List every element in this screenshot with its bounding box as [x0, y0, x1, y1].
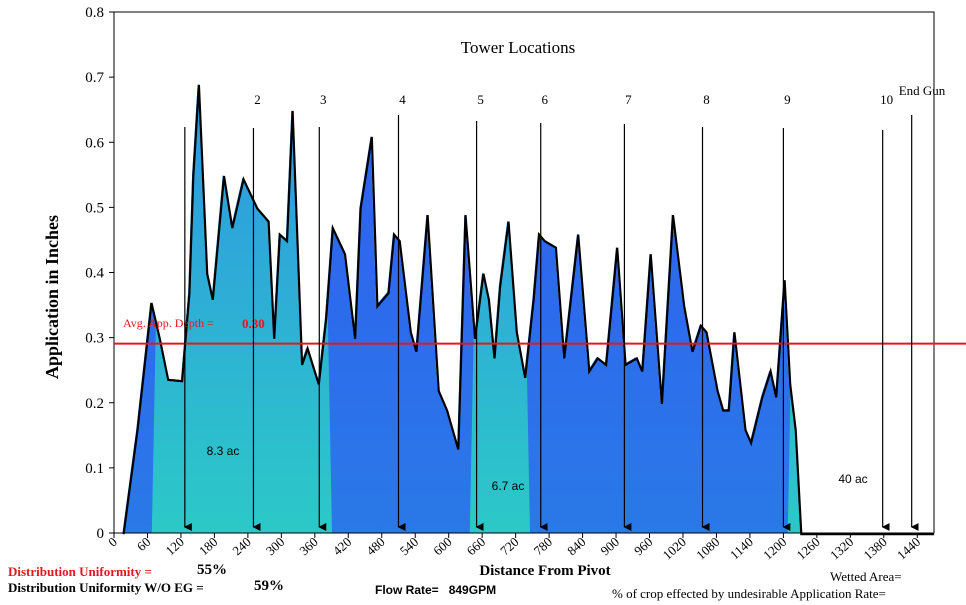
x-tick-label: 0: [105, 534, 120, 549]
avg-depth-label: Avg. App. Depth =: [123, 316, 214, 330]
x-tick-label: 1260: [794, 534, 823, 563]
x-tick-label: 300: [263, 534, 288, 558]
x-tick-label: 360: [296, 534, 321, 558]
y-axis-title: Application in Inches: [42, 215, 62, 379]
x-tick-label: 900: [598, 534, 623, 558]
x-tick-label: 1380: [860, 534, 889, 563]
chart-title: Tower Locations: [461, 38, 575, 57]
tower-label: 5: [477, 92, 484, 107]
du-eg-value-text: 59%: [254, 578, 284, 594]
x-tick-label: 420: [330, 534, 355, 558]
x-tick-label: 720: [497, 534, 522, 558]
tower-label: 8: [703, 92, 710, 107]
zone-label: 6.7 ac: [492, 479, 525, 493]
wetted-area-text: Wetted Area=: [830, 569, 902, 584]
tower-label: 9: [784, 92, 791, 107]
x-tick-label: 840: [564, 534, 589, 558]
x-tick-label: 60: [134, 534, 154, 554]
plot-area: [122, 83, 935, 536]
y-tick-label: 0.6: [85, 135, 104, 151]
du-eg-label: Distribution Uniformity W/O EG =: [8, 580, 204, 596]
x-tick-label: 1020: [660, 534, 689, 563]
du-label: Distribution Uniformity =: [8, 564, 152, 580]
x-tick-label: 540: [397, 534, 422, 558]
y-tick-label: 0.3: [85, 331, 104, 347]
x-tick-label: 180: [196, 534, 221, 558]
x-tick-label: 240: [229, 534, 254, 558]
x-tick-label: 1440: [894, 534, 923, 563]
y-tick-label: 0.1: [85, 461, 104, 477]
zone-label: 40 ac: [838, 472, 867, 486]
tower-label: End Gun: [899, 83, 946, 98]
x-tick-label: 480: [363, 534, 388, 558]
application-outline: [122, 84, 935, 536]
y-tick-label: 0.8: [85, 5, 104, 21]
x-tick-label: 660: [464, 534, 489, 558]
crop-effected-text: % of crop effected by undesirable Applic…: [612, 586, 886, 601]
du-label-text: Distribution Uniformity =: [8, 564, 152, 579]
x-tick-label: 780: [531, 534, 556, 558]
flow-rate-label: Flow Rate=: [375, 583, 439, 597]
tower-label: 4: [399, 92, 406, 107]
x-tick-label: 1080: [693, 534, 722, 563]
x-tick-label: 960: [631, 534, 656, 558]
x-tick-label: 1140: [727, 534, 756, 562]
zone-label: 8.3 ac: [207, 444, 240, 458]
y-tick-label: 0.7: [85, 70, 104, 86]
du-eg-value: 59%: [254, 578, 284, 595]
du-value-text: 55%: [197, 562, 227, 578]
tower-label: 2: [254, 92, 261, 107]
zone-fill-1: [469, 83, 530, 533]
zone-fill-0: [151, 83, 332, 533]
y-tick-label: 0: [97, 526, 105, 542]
du-value: 55%: [197, 562, 227, 579]
x-tick-label: 600: [430, 534, 455, 558]
x-axis-title: Distance From Pivot: [479, 563, 610, 579]
y-tick-label: 0.2: [85, 396, 104, 412]
wetted-area: Wetted Area=: [830, 569, 902, 585]
tower-label: 6: [541, 92, 548, 107]
tower-label: 7: [625, 92, 632, 107]
x-tick-label: 120: [162, 534, 187, 558]
flow-rate: Flow Rate= 849GPM: [375, 583, 496, 597]
flow-rate-value: 849: [448, 583, 469, 597]
y-tick-label: 0.4: [85, 266, 104, 282]
flow-rate-unit: GPM: [468, 583, 497, 597]
crop-effected: % of crop effected by undesirable Applic…: [612, 586, 886, 602]
x-tick-label: 1320: [827, 534, 856, 563]
tower-label: 3: [320, 92, 327, 107]
tower-label: 10: [880, 92, 893, 107]
y-tick-label: 0.5: [85, 200, 104, 216]
du-eg-label-text: Distribution Uniformity W/O EG =: [8, 580, 204, 595]
x-tick-label: 1200: [760, 534, 789, 563]
